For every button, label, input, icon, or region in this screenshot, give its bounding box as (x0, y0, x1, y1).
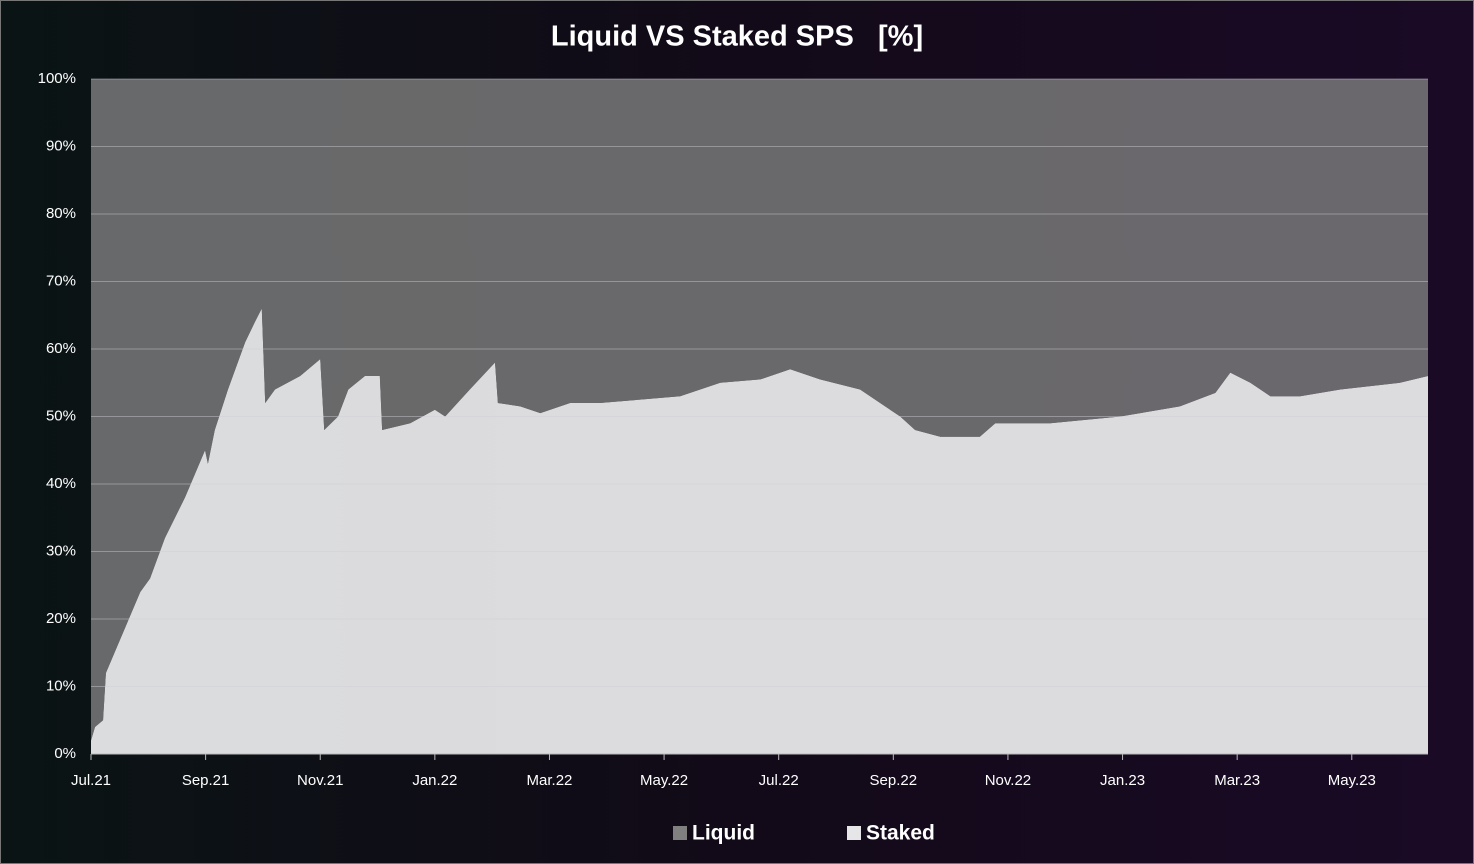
legend-swatch (673, 826, 687, 840)
x-tick-label: Jan.23 (1100, 772, 1145, 789)
y-tick-label: 20% (46, 610, 76, 627)
x-tick-label: Jul.21 (71, 772, 111, 789)
x-tick-label: Mar.23 (1214, 772, 1260, 789)
y-tick-label: 90% (46, 137, 76, 154)
y-tick-label: 10% (46, 677, 76, 694)
x-tick-label: May.23 (1328, 772, 1376, 789)
chart-title: Liquid VS Staked SPS [%] (551, 21, 923, 53)
y-tick-label: 0% (54, 745, 76, 762)
x-tick-label: Jul.22 (759, 772, 799, 789)
x-tick-label: May.22 (640, 772, 688, 789)
y-tick-label: 70% (46, 272, 76, 289)
y-tick-label: 60% (46, 340, 76, 357)
area-staked (91, 308, 1428, 754)
legend-label: Staked (866, 822, 935, 845)
y-tick-label: 80% (46, 205, 76, 222)
x-tick-label: Sep.22 (870, 772, 918, 789)
legend-label: Liquid (692, 822, 755, 845)
x-tick-label: Jan.22 (412, 772, 457, 789)
y-tick-label: 30% (46, 542, 76, 559)
area-liquid (91, 79, 1428, 741)
x-tick-label: Sep.21 (182, 772, 230, 789)
x-tick-label: Nov.21 (297, 772, 343, 789)
x-tick-label: Mar.22 (527, 772, 573, 789)
y-tick-label: 40% (46, 475, 76, 492)
y-tick-label: 50% (46, 407, 76, 424)
legend-swatch (847, 826, 861, 840)
y-tick-label: 100% (38, 70, 76, 87)
x-tick-label: Nov.22 (985, 772, 1031, 789)
